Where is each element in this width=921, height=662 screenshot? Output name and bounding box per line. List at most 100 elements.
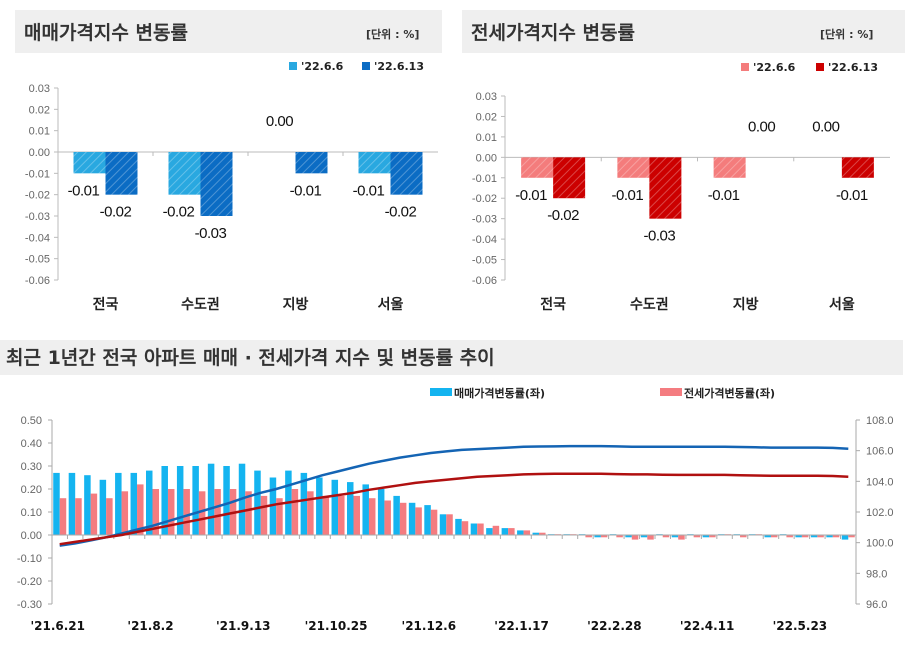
sale-change-bar [393,495,400,535]
x-tick-label: '21.9.13 [216,619,271,633]
trend-combo-chart: 0.50 0.40 0.30 0.20 0.10 0.00 -0.10 -0.20 -0.30 1… [17,386,894,633]
sale-change-bar [99,479,107,535]
y-tick-label: -0.01 [472,173,497,185]
sale-change-bar [640,535,648,538]
x-tick-label: '21.10.25 [305,619,368,633]
legend-label: '22.6.6 [301,60,344,73]
sale-change-bar [331,479,339,535]
jeonse-change-bar [338,495,345,535]
left-y-tick-label: 0.40 [21,438,42,450]
y-tick-label: 0.03 [29,83,50,95]
sale-change-bar [795,535,802,538]
y-tick-label: 0.01 [476,132,497,144]
trend-chart-title: 최근 1년간 전국 아파트 매매 · 전세가격 지수 및 변동률 추이 [6,347,495,369]
jeonse-change-bar [523,530,531,535]
sale-change-bar [594,535,601,538]
sale-chart-header [15,10,442,53]
bar-hatch [713,157,746,178]
data-label: -0.01 [353,182,385,199]
jeonse-change-bar [616,535,623,538]
category-label: 전국 [540,296,566,313]
x-tick-label: '22.4.11 [680,619,735,633]
y-tick-label: 0.01 [29,126,50,138]
sale-change-bar [192,466,199,535]
bar-hatch [841,157,874,178]
sale-change-bar [501,528,509,535]
jeonse-change-bar [59,498,67,535]
left-y-tick-label: 0.30 [21,461,42,473]
data-label: -0.03 [195,225,227,242]
bar-hatch [73,152,106,174]
sale-change-bar [424,505,431,535]
sale-chart-title: 매매가격지수 변동률 [24,22,188,44]
sale-change-bar [408,502,416,535]
y-tick-label: -0.03 [25,211,50,223]
y-tick-label: -0.05 [472,255,497,267]
right-y-tick-label: 108.0 [866,415,894,427]
x-tick-label: '21.6.21 [30,619,85,633]
jeonse-change-bar [647,535,654,540]
y-tick-label: 0.03 [476,91,497,103]
jeonse-change-bar [307,491,314,535]
y-tick-label: -0.05 [25,254,50,266]
legend-label: '22.6.13 [374,60,424,73]
data-label: 0.00 [266,113,293,130]
sale-change-bar [68,472,76,535]
jeonse-change-bar [75,498,82,535]
jeonse-change-bar [492,525,500,535]
data-label: -0.02 [385,204,417,221]
left-y-tick-label: 0.50 [21,415,42,427]
jeonse-change-bar [539,532,546,535]
jeonse-change-bar [770,535,778,538]
jeonse-change-bar [121,491,129,535]
sale-change-bar [517,530,524,535]
jeonse-change-bar [384,500,391,535]
jeonse-change-bar [693,535,701,538]
sale-change-bar [161,466,168,535]
y-tick-label: -0.04 [472,234,497,246]
sale-change-bar [810,535,818,538]
x-tick-label: '22.5.23 [773,619,828,633]
data-label: -0.01 [836,187,868,204]
jeonse-change-bar [90,493,98,535]
sale-change-bar [223,466,230,535]
category-label: 지방 [283,296,309,313]
left-y-tick-label: -0.30 [17,599,42,611]
data-label: -0.01 [68,182,100,199]
jeonse-change-bar [678,535,685,540]
data-label: -0.01 [290,182,322,199]
sale-change-bar [347,482,354,535]
jeonse-change-bar [106,498,113,535]
jeonse-change-bar [430,509,438,535]
jeonse-change-bar [198,491,206,535]
data-label: -0.01 [708,187,740,204]
y-tick-label: -0.06 [25,275,50,287]
jeonse-change-bar [817,535,824,538]
left-y-tick-label: -0.20 [17,576,42,588]
jeonse-change-bar [848,535,855,538]
x-tick-label: '21.12.6 [402,619,457,633]
data-label: 0.00 [812,118,839,135]
category-label: 지방 [733,296,759,313]
trend-chart-header [0,340,903,375]
category-label: 수도권 [181,297,220,313]
jeonse-change-bar [740,535,747,538]
jeonse-change-bar [183,489,190,535]
data-label: -0.02 [163,204,195,221]
bar-hatch [553,157,586,199]
left-y-tick-label: 0.10 [21,507,42,519]
y-tick-label: -0.06 [472,275,497,287]
sale-change-bar [470,523,478,535]
category-label: 수도권 [630,297,669,313]
sale-change-bar [486,528,493,535]
right-y-tick-label: 100.0 [866,538,894,550]
jeonse-change-bar [477,523,484,535]
category-label: 전국 [93,296,119,313]
category-label: 서울 [829,296,855,313]
y-tick-label: 0.02 [29,104,50,116]
jeonse-change-bar [260,495,268,535]
jeonse-change-bar [600,535,608,538]
y-tick-label: 0.00 [29,147,50,159]
sale-change-bar [146,470,153,535]
bar-hatch [617,157,650,178]
